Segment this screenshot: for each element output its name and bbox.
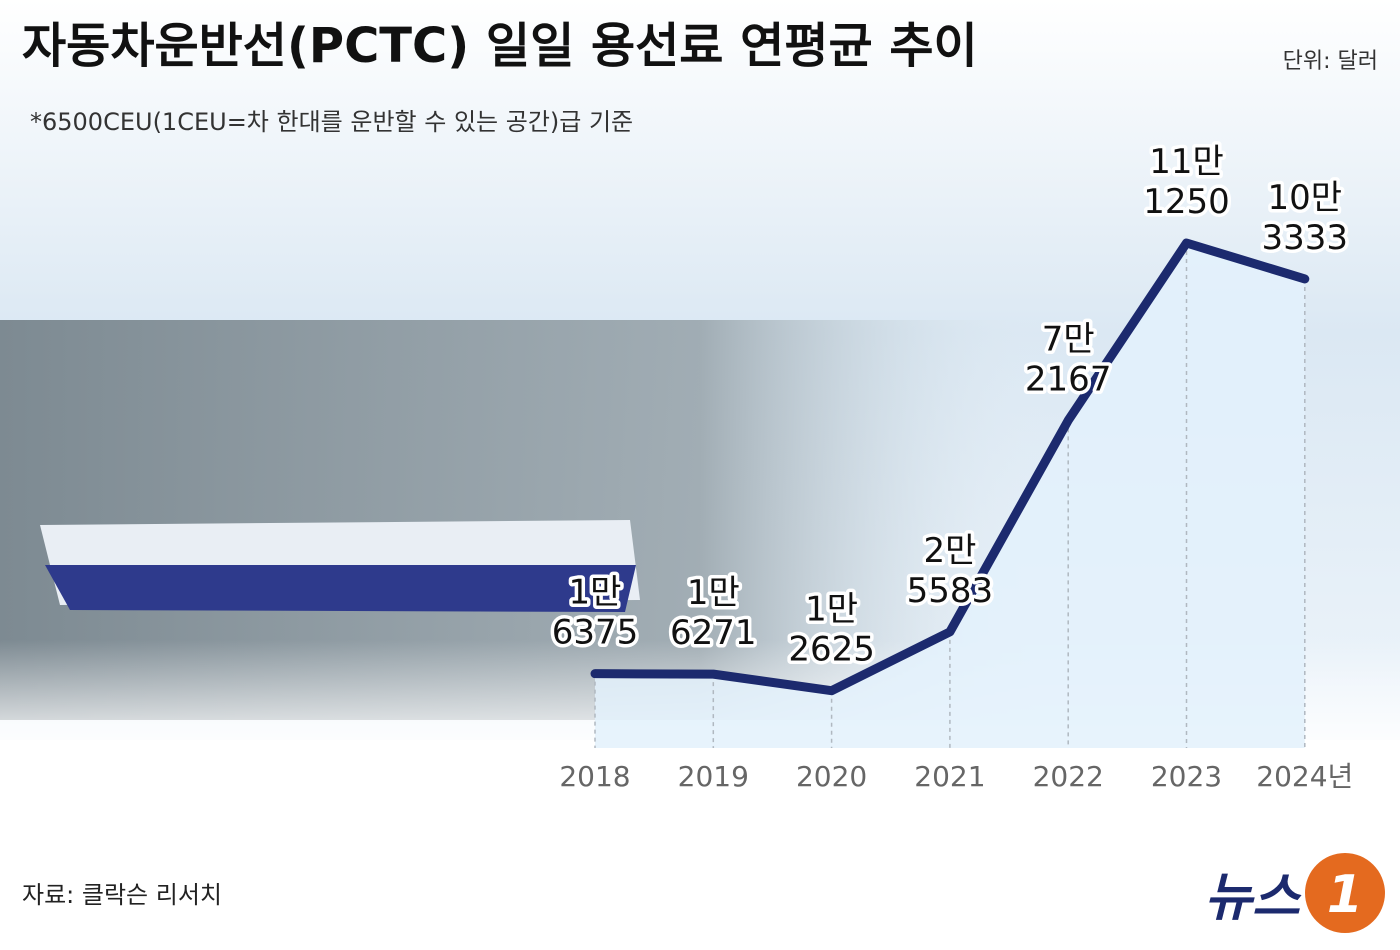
value-label: 7만 2167	[1025, 319, 1112, 399]
subtitle: *6500CEU(1CEU=차 한대를 운반할 수 있는 공간)급 기준	[30, 108, 633, 136]
brand-text: 뉴스	[1204, 868, 1302, 928]
x-tick-label: 2018	[559, 760, 630, 793]
value-label: 2만 5583	[907, 531, 994, 611]
footer-area	[0, 740, 1400, 950]
title: 자동차운반선(PCTC) 일일 용선료 연평균 추이	[22, 18, 978, 74]
value-label-line: 2만	[923, 531, 976, 571]
x-tick-label: 2023	[1151, 760, 1222, 793]
value-label-line: 2167	[1025, 359, 1112, 399]
value-label-line: 1만	[569, 573, 622, 613]
value-label: 1만 6375	[552, 573, 639, 653]
value-label-line: 5583	[907, 571, 994, 611]
value-label: 11만 1250	[1143, 142, 1230, 222]
source: 자료: 클락슨 리서치	[22, 881, 222, 909]
x-tick-label: 2022	[1033, 760, 1104, 793]
value-label: 1만 6271	[670, 573, 757, 653]
value-label-line: 11만	[1149, 142, 1224, 182]
value-label-line: 1만	[687, 573, 740, 613]
value-label-line: 2625	[788, 630, 875, 670]
value-label-line: 6375	[552, 613, 639, 653]
x-tick-label: 2021	[914, 760, 985, 793]
value-label-line: 7만	[1042, 319, 1095, 359]
ship-hull	[45, 565, 636, 612]
value-label: 10만 3333	[1262, 178, 1349, 258]
value-label-line: 3333	[1262, 218, 1349, 258]
x-tick-label: 2024년	[1256, 760, 1353, 793]
value-label-line: 1만	[805, 590, 858, 630]
value-label-line: 6271	[670, 613, 757, 653]
brand-number: 1	[1327, 865, 1363, 925]
x-tick-label: 2019	[678, 760, 749, 793]
line	[590, 238, 1310, 696]
value-label: 1만 2625	[788, 590, 875, 670]
brand-badge	[1305, 853, 1385, 933]
unit: 단위: 달러	[1283, 49, 1378, 74]
value-label-line: 1250	[1143, 182, 1230, 222]
area	[595, 243, 1305, 748]
x-tick-label: 2020	[796, 760, 867, 793]
value-label-line: 10만	[1268, 178, 1343, 218]
